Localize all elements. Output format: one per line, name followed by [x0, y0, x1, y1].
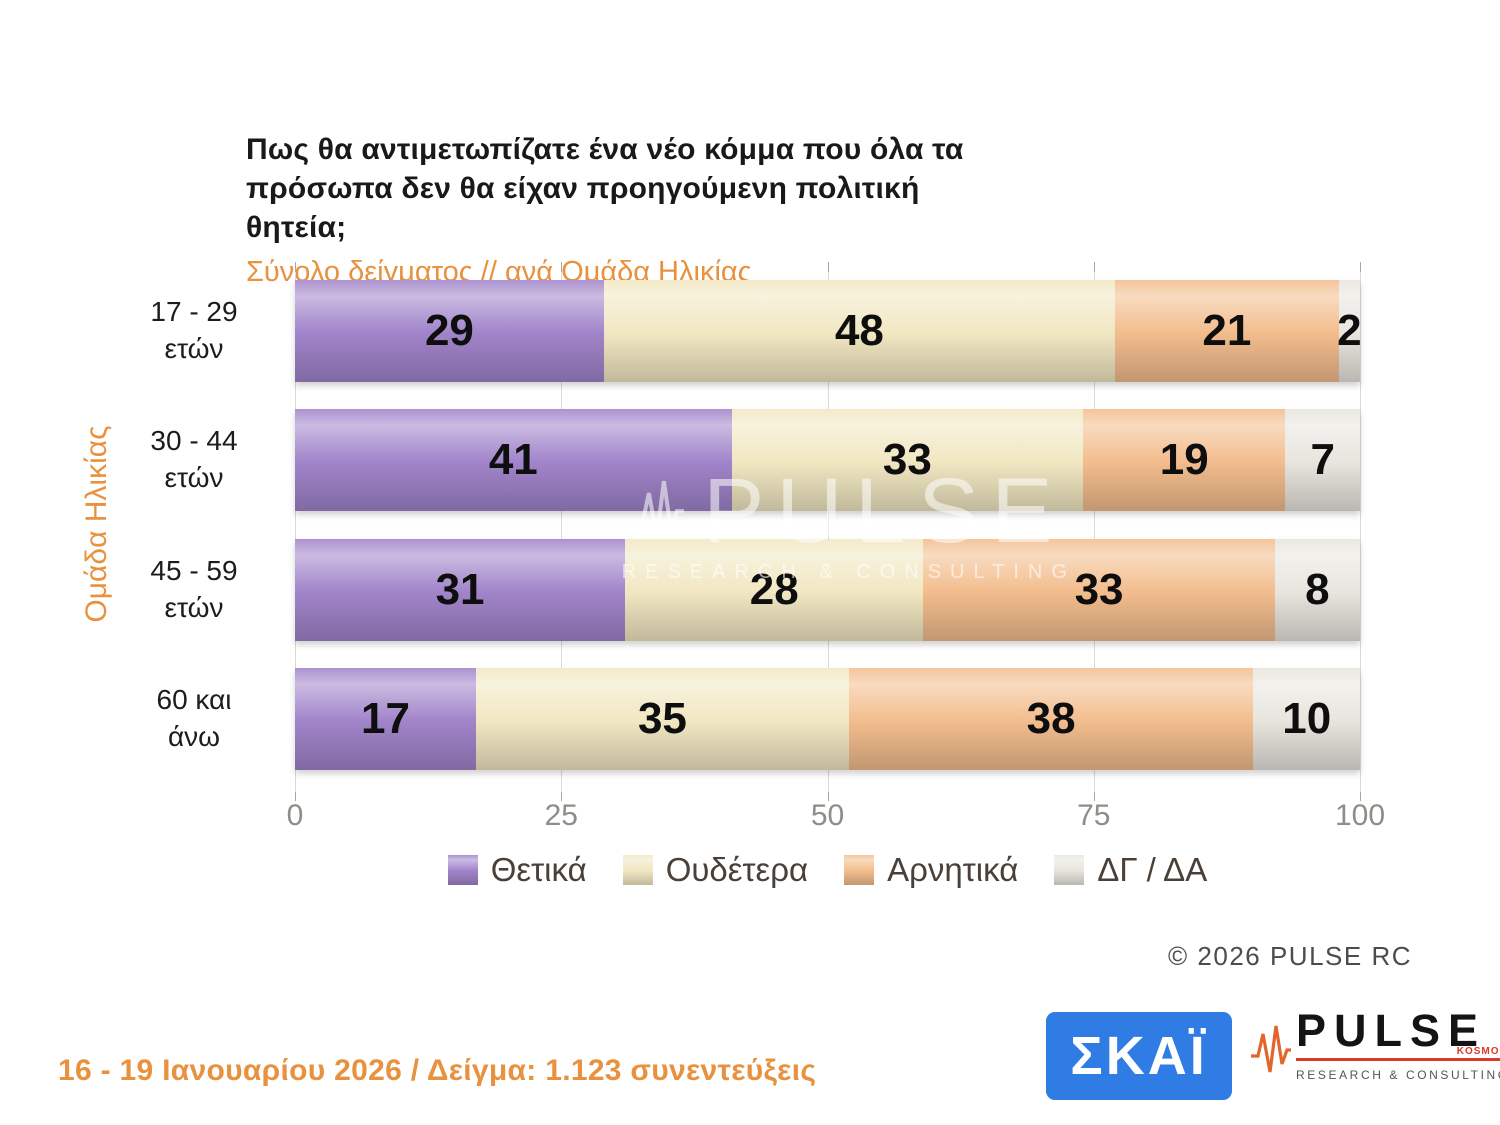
bar-value-label: 7: [1310, 435, 1335, 485]
tick-mark: [1360, 262, 1361, 272]
bar-value-label: 48: [834, 306, 884, 355]
gridline: [827, 262, 829, 792]
tick-mark: [1093, 262, 1095, 272]
skai-logo-text: ΣΚΑΪ: [1070, 1026, 1208, 1086]
legend-label: Ουδέτερα: [665, 851, 809, 888]
legend-swatch: [844, 855, 875, 885]
legend-item: Ουδέτερα: [622, 851, 809, 889]
pulse-logo-subtext: RESEARCH & CONSULTING: [1296, 1068, 1500, 1082]
bar-row: 60 και άνω 17 35 38 10: [157, 667, 1360, 770]
tick-mark: [827, 262, 829, 272]
gridline: [1093, 262, 1095, 792]
bar-value-label: 33: [1074, 564, 1124, 614]
bar-value-label: 8: [1305, 564, 1330, 614]
bar-value-label: 31: [435, 564, 485, 614]
bar-value-label: 38: [1026, 693, 1076, 743]
row-label: 17 - 29 ετών: [150, 296, 238, 364]
chart-title: Πως θα αντιμετωπίζατε ένα νέο κόμμα που …: [246, 133, 964, 244]
x-tick-label: 0: [286, 799, 304, 832]
bar-segment: 19: [1083, 409, 1286, 512]
tick-mark: [295, 792, 296, 801]
bar-value-label: 28: [749, 564, 799, 614]
bar-segment: 2: [1337, 280, 1362, 382]
bar-segment: 21: [1115, 280, 1339, 382]
tick-mark: [1360, 792, 1361, 801]
pulse-logo: PULSE KOSMON RESEARCH & CONSULTING: [1250, 1008, 1500, 1108]
bar-value-label: 41: [488, 435, 538, 485]
bar-value-label: 35: [637, 693, 687, 743]
legend-swatch: [1054, 855, 1085, 885]
pulse-waveform-icon: [1251, 1025, 1291, 1073]
pulse-logo-rule: KOSMON: [1296, 1046, 1500, 1061]
bar-segment: 28: [625, 538, 924, 641]
plot-area: 17 - 29 ετών 29 48 21 2 30 - 44 ετών 41 33 19 7 45…: [150, 262, 1362, 801]
row-label: 60 και άνω: [156, 684, 232, 752]
x-tick-label: 50: [810, 799, 845, 832]
bar-value-label: 10: [1282, 693, 1332, 743]
legend-swatch: [447, 855, 478, 885]
gridline: [561, 262, 563, 792]
bar-segment: 29: [295, 280, 604, 382]
bar-value-label: 2: [1337, 306, 1362, 355]
bar-value-label: 33: [882, 435, 932, 485]
bar-rows: 17 - 29 ετών 29 48 21 2 30 - 44 ετών 41 33 19 7 45…: [150, 262, 1362, 792]
bar-value-label: 21: [1202, 306, 1252, 355]
bar-segment: 48: [603, 280, 1116, 382]
legend-label: Αρνητικά: [887, 851, 1019, 888]
x-axis-ticks: 0 25 50 75 100: [287, 799, 1385, 837]
row-label: 45 - 59 ετών: [150, 554, 238, 623]
bar-segment: 41: [295, 409, 732, 512]
tick-mark: [561, 792, 563, 801]
bar-row: 17 - 29 ετών 29 48 21 2: [150, 280, 1362, 382]
tick-mark: [561, 262, 563, 272]
pulse-logo-body: PULSE KOSMON RESEARCH & CONSULTING: [1296, 1008, 1500, 1082]
bar-segment: 33: [731, 409, 1084, 512]
legend-item: Αρνητικά: [844, 851, 1018, 889]
pulse-kosmon-label: KOSMON: [1456, 1046, 1500, 1057]
pulse-logo-text: PULSE: [1296, 1005, 1487, 1056]
copyright-text: © 2026 PULSE RC: [1168, 941, 1412, 971]
bar-value-label: 17: [361, 693, 410, 743]
gridline: [1360, 262, 1361, 792]
bar-segment: 10: [1253, 667, 1360, 770]
bar-row: 45 - 59 ετών 31 28 33 8: [150, 538, 1360, 641]
bar-value-label: 29: [424, 306, 474, 355]
tick-mark: [1093, 792, 1095, 801]
legend-label: Θετικά: [490, 851, 587, 888]
x-tick-label: 25: [544, 799, 578, 832]
bar-row: 30 - 44 ετών 41 33 19 7: [150, 409, 1360, 512]
bar-segment: 8: [1274, 538, 1360, 641]
legend: Θετικά Ουδέτερα Αρνητικά ΔΓ / ΔΑ: [295, 851, 1360, 889]
bar-value-label: 19: [1159, 435, 1209, 485]
legend-label: ΔΓ / ΔΑ: [1097, 851, 1208, 888]
bar-segment: 31: [295, 538, 626, 641]
y-axis-label: Ομάδα Ηλικίας: [80, 425, 113, 623]
bar-segment: 17: [295, 667, 477, 770]
legend-item: Θετικά: [447, 851, 587, 889]
x-tick-label: 75: [1077, 799, 1111, 832]
tick-mark: [827, 792, 829, 801]
bar-segment: 35: [476, 667, 849, 770]
skai-logo: ΣΚΑΪ: [1046, 1012, 1232, 1100]
row-label: 30 - 44 ετών: [150, 425, 238, 494]
survey-info: 16 - 19 Ιανουαρίου 2026 / Δείγμα: 1.123 …: [58, 1054, 817, 1087]
x-tick-label: 100: [1334, 799, 1386, 832]
tick-mark: [295, 262, 296, 272]
legend-swatch: [622, 855, 653, 885]
bar-segment: 38: [848, 667, 1254, 770]
bar-segment: 7: [1285, 409, 1360, 512]
gridline: [295, 262, 296, 792]
legend-item: ΔΓ / ΔΑ: [1054, 851, 1207, 889]
bar-segment: 33: [923, 538, 1275, 641]
